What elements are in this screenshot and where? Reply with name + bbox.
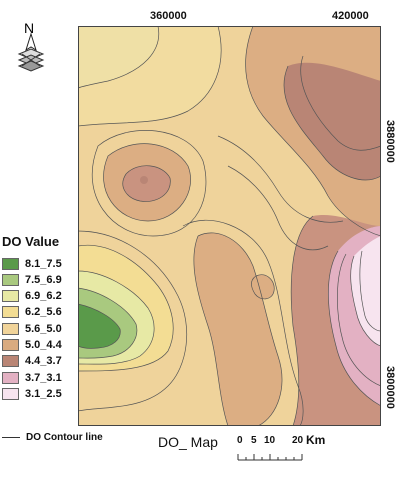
legend-swatch <box>2 355 19 368</box>
legend-item: 3.7_3.1 <box>2 370 62 385</box>
zone-6.9-6.2-northwest <box>78 26 159 88</box>
legend-item: 5.6_5.0 <box>2 321 62 336</box>
north-label: N <box>24 20 34 36</box>
contour-legend-label: DO Contour line <box>26 432 103 443</box>
legend-item: 3.1_2.5 <box>2 386 62 401</box>
map-title: DO_ Map <box>158 434 218 450</box>
contour-lines <box>78 26 381 426</box>
scale-label-0: 0 <box>237 435 243 446</box>
contour-legend: DO Contour line <box>2 432 103 443</box>
legend-swatch <box>2 290 19 303</box>
legend-item: 7.5_6.9 <box>2 272 62 287</box>
scale-bar <box>236 449 306 467</box>
coord-right-1: 3880000 <box>384 120 396 163</box>
legend-swatch <box>2 273 19 286</box>
coord-right-2: 3800000 <box>384 366 396 409</box>
legend-label: 4.4_3.7 <box>25 355 62 368</box>
legend-label: 3.1_2.5 <box>25 387 62 400</box>
contour-map <box>78 26 381 426</box>
legend-swatch <box>2 257 19 270</box>
scale-label-20: 20 <box>292 435 304 446</box>
legend-label: 8.1_7.5 <box>25 257 62 270</box>
central-spot <box>140 176 148 184</box>
scale-label-5: 5 <box>251 435 257 446</box>
scale-unit: Km <box>306 433 326 447</box>
legend-swatch <box>2 387 19 400</box>
legend-swatch <box>2 322 19 335</box>
zone-5.0-4.4-spot <box>251 274 275 299</box>
legend-title: DO Value <box>2 234 60 249</box>
scale-label-10: 10 <box>264 435 276 446</box>
zone-5.0-4.4-central-south <box>193 232 282 426</box>
coord-top-1: 360000 <box>150 10 187 22</box>
legend-label: 6.2_5.6 <box>25 306 62 319</box>
legend-item: 4.4_3.7 <box>2 354 62 369</box>
zone-4.4-3.7-northeast <box>283 62 381 180</box>
legend-item: 8.1_7.5 <box>2 256 62 271</box>
legend-swatch <box>2 306 19 319</box>
zone-4.4-3.7-central <box>122 165 171 202</box>
contour-line-icon <box>2 437 20 438</box>
legend-label: 3.7_3.1 <box>25 371 62 384</box>
legend-label: 6.9_6.2 <box>25 290 62 303</box>
legend-label: 5.0_4.4 <box>25 339 62 351</box>
coord-top-2: 420000 <box>332 10 369 22</box>
legend-item: 6.9_6.2 <box>2 289 62 304</box>
legend-label: 5.6_5.0 <box>25 322 62 335</box>
legend-label: 7.5_6.9 <box>25 273 62 286</box>
legend-item: 5.0_4.4 <box>2 338 62 353</box>
north-arrow-icon: N <box>14 20 48 87</box>
legend-item: 6.2_5.6 <box>2 305 62 320</box>
legend-swatch <box>2 339 19 351</box>
legend-swatch <box>2 371 19 384</box>
zone-8.1-7.5-west <box>78 304 121 349</box>
